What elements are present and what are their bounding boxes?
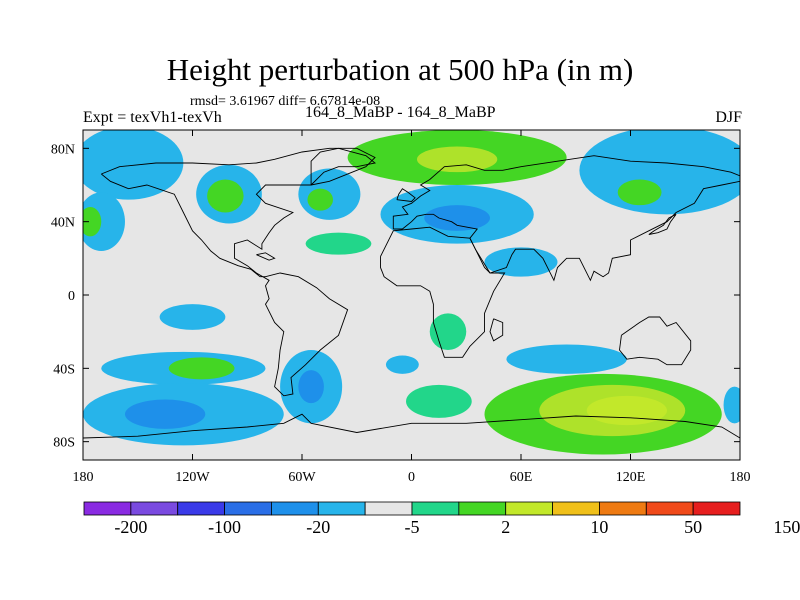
contour-region-13: [484, 247, 558, 277]
colorbar-label-2: -20: [306, 517, 330, 537]
colorbar-label-3: -5: [405, 517, 420, 537]
colorbar-label-1: -100: [208, 517, 241, 537]
colorbar-swatch-11: [599, 501, 647, 516]
colorbar-swatch-12: [645, 501, 694, 516]
contour-region-29: [723, 386, 740, 424]
contour-region-22: [124, 399, 206, 429]
x-tick-label-6: 180: [730, 470, 751, 485]
contour-region-10: [424, 205, 490, 231]
y-tick-label-3: 40S: [53, 362, 75, 377]
coastline-7: [648, 213, 677, 235]
colorbar-swatch-3: [224, 501, 272, 516]
colorbar-swatch-5: [317, 501, 366, 516]
coastline-5: [310, 147, 377, 186]
colorbar-label-0: -200: [114, 517, 147, 537]
x-tick-label-4: 60E: [510, 470, 533, 485]
colorbar: -200 -100 -20 -5 2 10 50 150: [83, 501, 800, 537]
colorbar-swatch-0: [83, 501, 132, 516]
contour-region-11: [579, 130, 740, 215]
colorbar-label-7: 150: [773, 517, 800, 537]
contour-region-1: [83, 192, 125, 251]
colorbar-swatch-2: [177, 501, 225, 516]
colorbar-swatch-8: [458, 501, 507, 516]
colorbar-swatch-7: [411, 501, 460, 516]
x-tick-label-2: 60W: [288, 470, 316, 485]
y-tick-label-0: 80N: [51, 142, 75, 157]
coastline-8: [489, 318, 504, 342]
colorbar-swatch-6: [364, 501, 413, 516]
contour-region-6: [307, 188, 334, 211]
contour-region-15: [159, 304, 226, 330]
x-tick-label-5: 120E: [616, 470, 646, 485]
y-tick-label-4: 80S: [53, 436, 75, 451]
x-axis: 180 120W 60W 0 60E 120E 180: [73, 130, 751, 485]
contour-fill-layer: [83, 130, 740, 455]
coastline-4: [83, 413, 740, 439]
contour-region-25: [406, 384, 472, 418]
contour-region-2: [83, 207, 102, 237]
x-tick-label-3: 0: [408, 470, 415, 485]
coastline-3: [619, 316, 692, 366]
colorbar-swatch-9: [505, 501, 553, 516]
contour-region-14: [305, 232, 372, 255]
x-tick-label-0: 180: [73, 470, 94, 485]
chart-title: Height perturbation at 500 hPa (in m): [166, 52, 634, 87]
contour-region-17: [385, 355, 419, 374]
contour-region-28: [586, 395, 667, 426]
coastline-layer: [83, 147, 740, 439]
contour-region-12: [617, 179, 662, 206]
contour-region-4: [207, 179, 244, 213]
y-axis: 80N 40N 0 40S 80S: [51, 142, 740, 451]
contour-region-16: [429, 313, 467, 350]
colorbar-label-4: 2: [501, 517, 510, 537]
left-subtitle: Expt = texVh1-texVh: [83, 109, 222, 126]
coastline-1: [392, 155, 740, 282]
y-tick-label-1: 40N: [51, 216, 75, 231]
stats-line: rmsd= 3.61967 diff= 6.67814e-08: [190, 94, 381, 109]
right-subtitle: DJF: [715, 109, 742, 126]
colorbar-swatch-10: [552, 501, 600, 516]
center-subtitle: 164_8_MaBP - 164_8_MaBP: [305, 104, 496, 121]
contour-region-0: [83, 130, 184, 200]
contour-region-24: [298, 370, 324, 404]
coastline-2: [380, 226, 506, 358]
colorbar-swatch-1: [130, 501, 179, 516]
contour-region-8: [416, 146, 498, 173]
y-tick-label-2: 0: [68, 289, 75, 304]
x-tick-label-1: 120W: [175, 470, 210, 485]
coastline-6: [396, 188, 416, 202]
colorbar-swatch-4: [271, 501, 319, 516]
contour-region-18: [506, 344, 627, 374]
coastline-9: [256, 252, 276, 261]
colorbar-swatch-13: [692, 501, 741, 516]
colorbar-label-6: 50: [684, 517, 702, 537]
contour-region-20: [168, 357, 235, 380]
colorbar-label-5: 10: [590, 517, 608, 537]
